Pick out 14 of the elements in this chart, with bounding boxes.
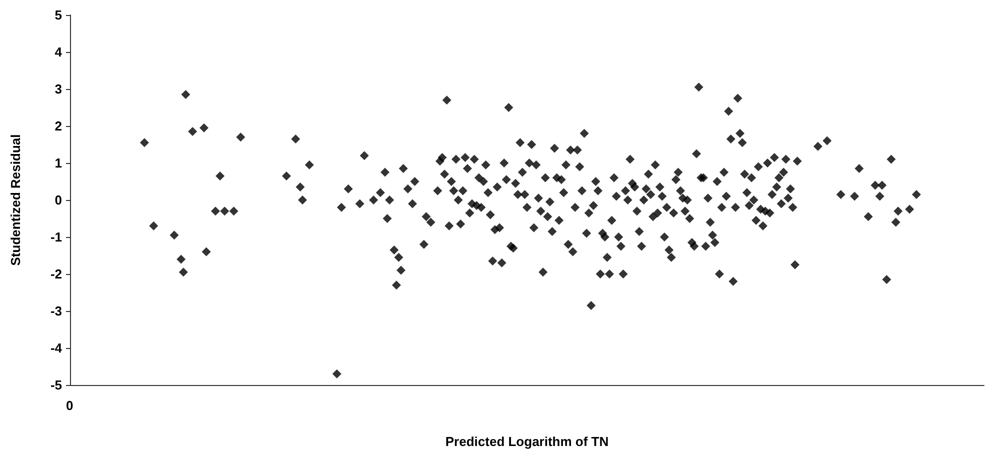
y-tick-label: -3 [50, 304, 62, 318]
y-tick-label: 3 [54, 82, 62, 96]
y-tick-label: -5 [50, 378, 62, 392]
y-tick-label: -2 [50, 266, 62, 282]
x-axis-title: Predicted Logarithm of TN [445, 434, 609, 449]
y-tick-label: 0 [54, 192, 62, 208]
y-tick-label: 2 [54, 118, 62, 134]
y-tick-label: 1 [54, 156, 62, 170]
text: 0 [66, 398, 74, 413]
y-tick-label: 4 [54, 44, 63, 60]
y-tick-label: -4 [50, 340, 63, 356]
y-tick-label: 5 [54, 8, 62, 22]
y-axis-title: Studentized Residual [8, 134, 23, 266]
y-tick-label: -1 [50, 230, 62, 244]
